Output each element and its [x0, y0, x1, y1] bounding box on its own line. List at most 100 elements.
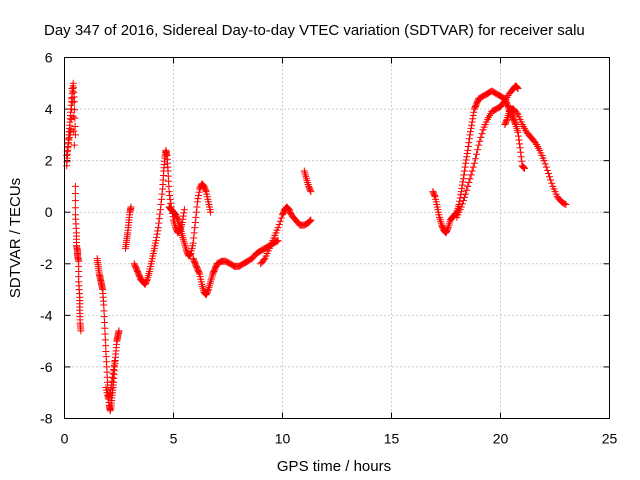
data-point-marker — [153, 230, 161, 238]
data-point-marker — [475, 141, 483, 149]
data-point-marker — [166, 191, 174, 199]
y-tick-label: -2 — [40, 256, 53, 272]
data-point-marker — [154, 224, 162, 232]
data-point-marker — [464, 142, 472, 150]
y-tick-label: 2 — [45, 153, 53, 169]
data-point-marker — [515, 136, 523, 144]
data-point-marker — [548, 179, 556, 187]
data-point-marker — [511, 119, 519, 127]
data-point-marker — [513, 124, 521, 132]
x-tick-label: 25 — [602, 431, 618, 447]
x-tick-label: 0 — [61, 431, 69, 447]
data-point-marker — [70, 127, 78, 135]
data-point-marker — [71, 106, 79, 114]
data-point-marker — [513, 84, 521, 92]
data-point-marker — [540, 157, 548, 165]
data-point-marker — [437, 217, 445, 225]
data-point-marker — [542, 163, 550, 171]
data-point-marker — [71, 197, 79, 205]
data-point-marker — [431, 191, 439, 199]
data-point-marker — [520, 164, 528, 172]
data-point-marker — [466, 175, 474, 183]
data-point-marker — [458, 184, 466, 192]
data-point-marker — [302, 175, 310, 183]
data-point-marker — [152, 237, 160, 245]
data-point-marker — [463, 186, 471, 194]
axis-ticks — [64, 57, 610, 419]
data-point-marker — [546, 173, 554, 181]
data-point-marker — [465, 179, 473, 187]
data-point-marker — [307, 188, 315, 196]
data-point-marker — [158, 190, 166, 198]
data-point-marker — [519, 162, 527, 170]
data-point-marker — [458, 200, 466, 208]
data-point-marker — [154, 227, 162, 235]
data-point-marker — [462, 156, 470, 164]
data-point-marker — [71, 122, 79, 130]
data-point-marker — [541, 160, 549, 168]
data-point-marker — [458, 181, 466, 189]
data-point-marker — [191, 219, 199, 227]
data-point-marker — [468, 121, 476, 129]
data-point-marker — [179, 215, 187, 223]
plot-frame — [64, 57, 610, 419]
data-point-marker — [158, 195, 166, 203]
data-point-marker — [180, 209, 188, 217]
data-point-marker — [70, 141, 78, 149]
data-point-marker — [303, 177, 311, 185]
x-tick-labels: 0 5 10 15 20 25 — [61, 431, 618, 447]
data-point-marker — [64, 140, 72, 148]
data-point-marker — [302, 173, 310, 181]
x-tick-label: 10 — [275, 431, 291, 447]
data-point-marker — [514, 128, 522, 136]
data-point-marker — [513, 126, 521, 134]
data-point-marker — [191, 224, 199, 232]
data-point-marker — [306, 186, 314, 194]
data-point-marker — [466, 131, 474, 139]
y-tick-labels: -8 -6 -4 -2 0 2 4 6 — [40, 50, 53, 427]
data-point-marker — [208, 274, 216, 282]
data-point-marker — [68, 105, 76, 113]
data-point-marker — [204, 287, 212, 295]
data-point-marker — [166, 195, 174, 203]
data-point-marker — [68, 95, 76, 103]
data-point-marker — [470, 159, 478, 167]
data-point-marker — [457, 191, 465, 199]
data-point-marker — [190, 234, 198, 242]
data-point-marker — [181, 241, 189, 249]
data-point-marker — [127, 203, 135, 211]
data-point-marker — [189, 239, 197, 247]
data-point-marker — [544, 170, 552, 178]
data-point-marker — [109, 369, 117, 377]
data-point-marker — [467, 124, 475, 132]
data-point-marker — [459, 178, 467, 186]
data-point-marker — [464, 146, 472, 154]
data-point-marker — [516, 140, 524, 148]
data-point-marker — [108, 373, 116, 381]
data-point-marker — [561, 200, 569, 208]
data-point-marker — [478, 130, 486, 138]
data-point-marker — [202, 186, 210, 194]
data-point-marker — [469, 112, 477, 120]
data-point-marker — [519, 163, 527, 171]
data-point-marker — [64, 144, 72, 152]
data-point-marker — [306, 217, 314, 225]
data-point-marker — [110, 362, 118, 370]
data-point-marker — [192, 213, 200, 221]
data-point-marker — [474, 146, 482, 154]
data-point-marker — [514, 132, 522, 140]
data-point-marker — [157, 200, 165, 208]
data-point-marker — [71, 182, 79, 190]
y-tick-label: -6 — [40, 359, 53, 375]
data-point-marker — [195, 269, 203, 277]
data-point-marker — [186, 250, 194, 258]
data-point-marker — [206, 280, 214, 288]
chart-title: Day 347 of 2016, Sidereal Day-to-day VTE… — [44, 22, 585, 39]
data-point-marker — [460, 171, 468, 179]
data-point-marker — [179, 233, 187, 241]
data-point-marker — [459, 197, 467, 205]
data-point-marker — [463, 153, 471, 161]
data-point-marker — [195, 191, 203, 199]
data-point-marker — [155, 219, 163, 227]
data-point-marker — [457, 203, 465, 211]
